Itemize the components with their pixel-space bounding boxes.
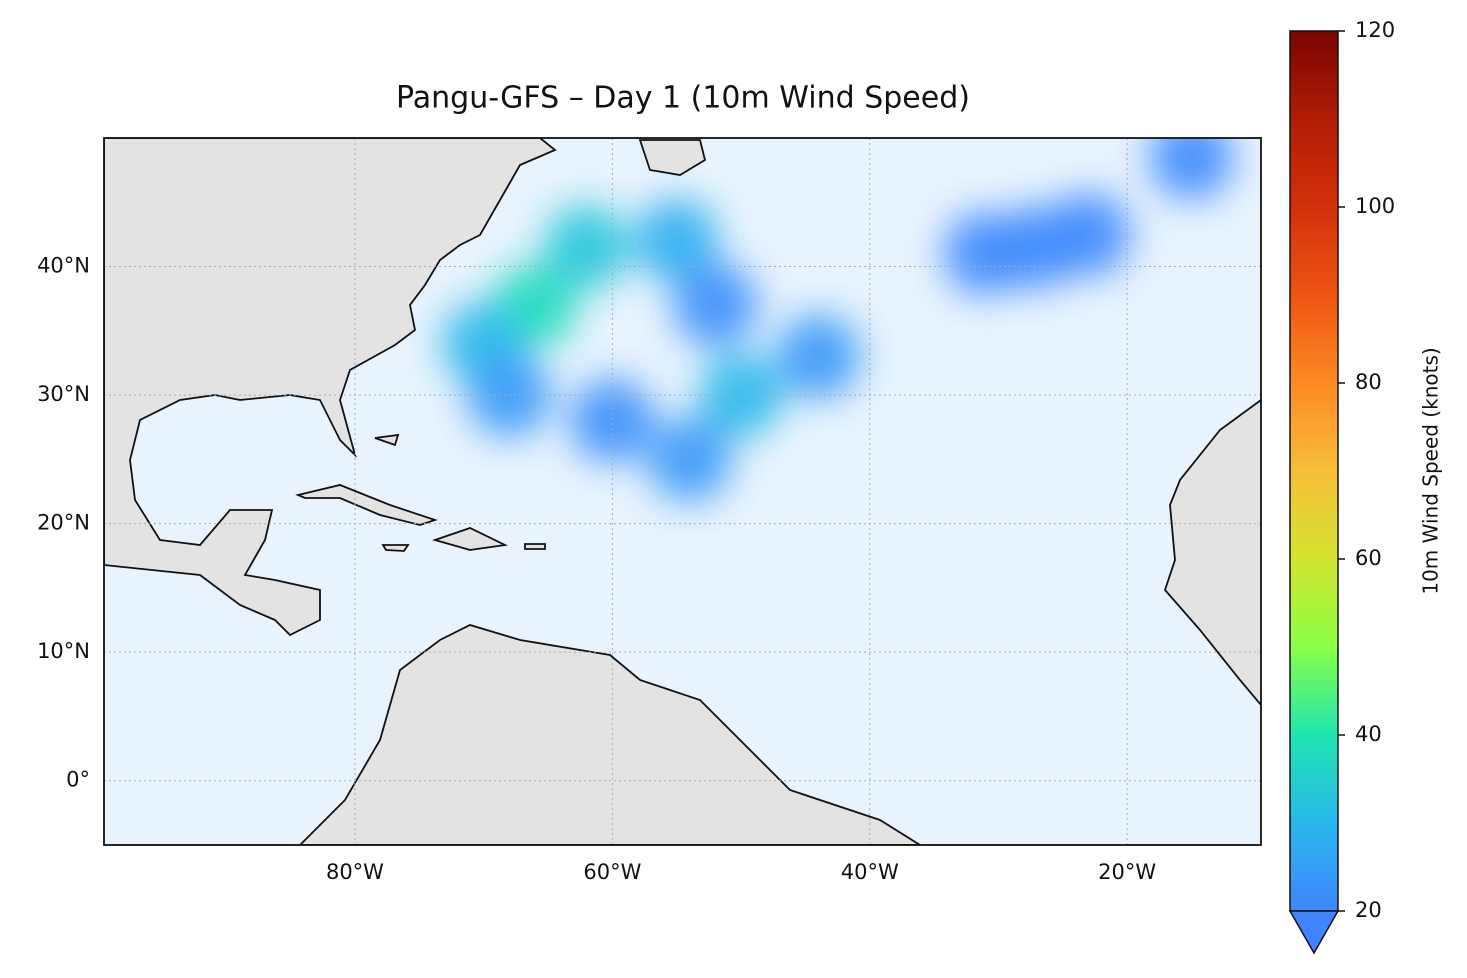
y-tick-label: 0° bbox=[66, 768, 90, 792]
cuba bbox=[295, 484, 438, 526]
y-tick-label: 40°N bbox=[37, 254, 90, 278]
wind-area bbox=[699, 353, 784, 438]
x-tick-label: 60°W bbox=[583, 860, 641, 884]
x-tick-label: 40°W bbox=[841, 860, 899, 884]
puerto-rico bbox=[524, 543, 546, 550]
map-title: Pangu-GFS – Day 1 (10m Wind Speed) bbox=[396, 81, 970, 116]
wind-area bbox=[1149, 138, 1234, 200]
colorbar-tick-label: 100 bbox=[1355, 194, 1395, 218]
newfoundland bbox=[638, 139, 707, 176]
x-tick-label: 20°W bbox=[1098, 860, 1156, 884]
colorbar-extend bbox=[1288, 910, 1340, 955]
wind-area bbox=[647, 417, 732, 502]
wind-area bbox=[544, 205, 629, 290]
wind-area bbox=[1046, 192, 1131, 277]
colorbar-label: 10m Wind Speed (knots) bbox=[1419, 347, 1443, 594]
colorbar-tick-label: 20 bbox=[1355, 898, 1382, 922]
y-tick-label: 10°N bbox=[37, 639, 90, 663]
x-tick-label: 80°W bbox=[326, 860, 384, 884]
bahamas bbox=[374, 433, 400, 447]
wind-field bbox=[441, 138, 1234, 502]
map-frame bbox=[103, 137, 1262, 846]
colorbar-tick-label: 60 bbox=[1355, 546, 1382, 570]
y-tick-label: 30°N bbox=[37, 382, 90, 406]
wind-area bbox=[776, 314, 861, 399]
wind-area bbox=[570, 378, 655, 463]
wind-area bbox=[634, 198, 719, 283]
colorbar-tick-label: 120 bbox=[1355, 18, 1395, 42]
land bbox=[104, 138, 1261, 845]
colorbar-tick-label: 40 bbox=[1355, 722, 1382, 746]
wind-area bbox=[673, 263, 758, 348]
hispaniola bbox=[431, 527, 509, 551]
colorbar bbox=[1289, 30, 1339, 912]
y-tick-label: 20°N bbox=[37, 511, 90, 535]
colorbar-tick-label: 80 bbox=[1355, 370, 1382, 394]
jamaica bbox=[381, 544, 410, 552]
africa bbox=[1163, 399, 1261, 706]
